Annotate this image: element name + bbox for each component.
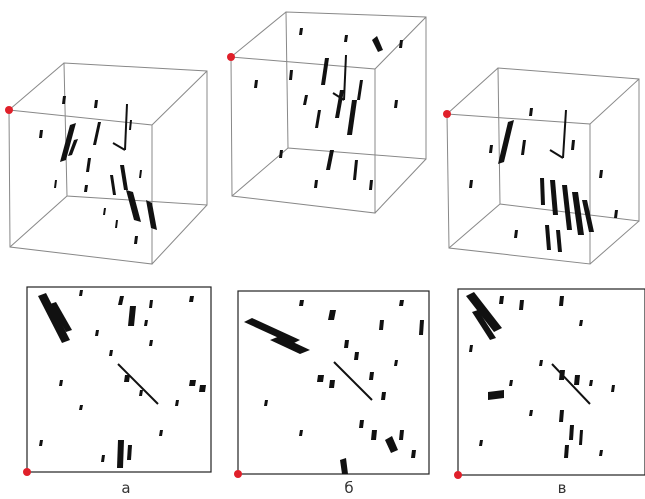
projection-view-a xyxy=(23,286,212,476)
cube-c-streaks xyxy=(469,108,618,252)
cube-c-origin-marker xyxy=(443,110,451,118)
projection-a-blobs xyxy=(38,290,206,468)
cube-b-streaks xyxy=(254,28,403,190)
projection-b-blobs xyxy=(244,300,424,474)
projection-view-b xyxy=(234,290,430,478)
cube-b-axis xyxy=(332,54,347,101)
projection-b-axis xyxy=(333,361,373,401)
projection-view-c xyxy=(454,288,645,479)
projection-a-axis xyxy=(117,363,159,405)
cube-view-c xyxy=(443,67,640,265)
cube-b-origin-marker xyxy=(227,53,235,61)
caption-a: а xyxy=(121,479,131,497)
cube-c-axis xyxy=(549,109,567,159)
projection-c-axis xyxy=(551,363,591,405)
cube-a-streaks xyxy=(39,96,157,244)
caption-c: в xyxy=(557,479,567,497)
projection-c-blobs xyxy=(466,292,615,458)
projection-a-origin-marker xyxy=(23,468,31,476)
cube-a-origin-marker xyxy=(5,106,13,114)
cube-view-b xyxy=(227,11,427,214)
cube-view-a xyxy=(5,62,208,265)
projection-c-origin-marker xyxy=(454,471,462,479)
caption-b: б xyxy=(344,479,354,497)
cube-a-axis xyxy=(112,103,128,151)
projection-b-origin-marker xyxy=(234,470,242,478)
